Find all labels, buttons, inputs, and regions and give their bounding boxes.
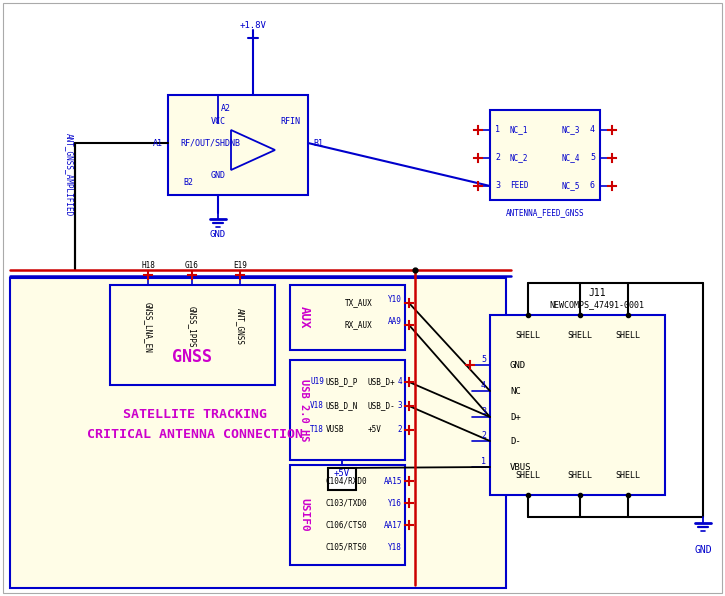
Text: +5V: +5V [334,470,350,479]
Text: VUSB: VUSB [326,426,344,434]
Text: AA17: AA17 [384,520,402,529]
Text: AA9: AA9 [388,318,402,327]
Text: U19: U19 [310,377,324,386]
Text: A1: A1 [153,138,163,147]
Text: GND: GND [210,230,226,239]
Text: NC_3: NC_3 [561,126,580,135]
Text: C106/CTS0: C106/CTS0 [326,520,368,529]
Text: +5V: +5V [368,426,382,434]
Bar [290,465,405,565]
Text: 1: 1 [495,126,500,135]
Text: GND: GND [210,170,225,179]
Text: USIF0: USIF0 [299,498,309,532]
Text: AA15: AA15 [384,476,402,486]
Text: 6: 6 [590,182,595,191]
Text: SHELL: SHELL [616,470,640,480]
Text: NC_5: NC_5 [561,182,580,191]
Text: 3: 3 [481,406,486,415]
Bar [290,285,405,350]
Polygon shape [231,130,275,170]
Text: +1.8V: +1.8V [239,20,267,29]
Text: ANTENNA_FEED_GNSS: ANTENNA_FEED_GNSS [505,208,584,217]
Text: 3: 3 [495,182,500,191]
Text: Y18: Y18 [388,542,402,551]
Text: NC: NC [510,386,521,396]
Text: VCC: VCC [210,117,225,126]
Text: NC_4: NC_4 [561,154,580,163]
Text: SHELL: SHELL [568,470,592,480]
Text: RFIN: RFIN [280,117,300,126]
Text: T18: T18 [310,426,324,434]
Text: NC_1: NC_1 [510,126,529,135]
Text: 5: 5 [481,355,486,364]
Text: D-: D- [510,436,521,445]
Text: 2: 2 [495,154,500,163]
Bar [490,315,665,495]
Text: ANT_GNSS_AMPLIFIED: ANT_GNSS_AMPLIFIED [65,134,73,216]
Bar [10,278,506,588]
Bar [110,285,275,385]
Text: RF/OUT/SHDNB: RF/OUT/SHDNB [180,138,240,147]
Bar [328,468,356,490]
Text: SHELL: SHELL [568,331,592,340]
Text: E19: E19 [233,260,247,269]
Text: 3: 3 [397,402,402,411]
Text: Y16: Y16 [388,498,402,508]
Text: USB_D_P: USB_D_P [326,377,358,386]
Text: C103/TXD0: C103/TXD0 [326,498,368,508]
Text: B1: B1 [313,138,323,147]
Text: 4: 4 [397,377,402,386]
Text: J11: J11 [588,288,606,298]
Text: AUX: AUX [297,306,310,328]
Text: USB_D-: USB_D- [368,402,396,411]
Text: 5: 5 [590,154,595,163]
Text: CRITICAL ANTENNA CONNECTION: CRITICAL ANTENNA CONNECTION [87,429,303,442]
Bar [168,95,308,195]
Text: SHELL: SHELL [515,331,541,340]
Text: D+: D+ [510,412,521,421]
Text: SHELL: SHELL [616,331,640,340]
Text: C104/RXD0: C104/RXD0 [326,476,368,486]
Text: SHELL: SHELL [515,470,541,480]
Text: RX_AUX: RX_AUX [345,321,373,330]
Text: USB_D+: USB_D+ [368,377,396,386]
Bar [490,110,600,200]
Text: C105/RTS0: C105/RTS0 [326,542,368,551]
Text: 4: 4 [590,126,595,135]
Text: TX_AUX: TX_AUX [345,299,373,308]
Text: SATELLITE TRACKING: SATELLITE TRACKING [123,408,267,421]
Text: G16: G16 [185,260,199,269]
Text: V18: V18 [310,402,324,411]
Text: 2: 2 [397,426,402,434]
Text: USB 2.0 HS: USB 2.0 HS [299,378,309,441]
Text: GND: GND [694,545,712,555]
Text: 4: 4 [481,380,486,390]
Text: 2: 2 [481,430,486,439]
Text: GNSS: GNSS [172,348,212,366]
Text: NEWCOMPS_47491-0001: NEWCOMPS_47491-0001 [550,300,645,309]
Bar [290,360,405,460]
Text: ANT_GNSS: ANT_GNSS [236,309,244,346]
Text: B2: B2 [183,178,193,187]
Text: FEED: FEED [510,182,529,191]
Text: GNSS_LNA_EN: GNSS_LNA_EN [144,302,152,352]
Text: VBUS: VBUS [510,462,531,471]
Text: A2: A2 [221,104,231,113]
Text: USB_D_N: USB_D_N [326,402,358,411]
Text: GNSS_1PPS: GNSS_1PPS [188,306,196,348]
Text: Y10: Y10 [388,296,402,305]
Text: H18: H18 [141,260,155,269]
Text: 1: 1 [481,457,486,465]
Text: NC_2: NC_2 [510,154,529,163]
Text: GND: GND [510,361,526,370]
